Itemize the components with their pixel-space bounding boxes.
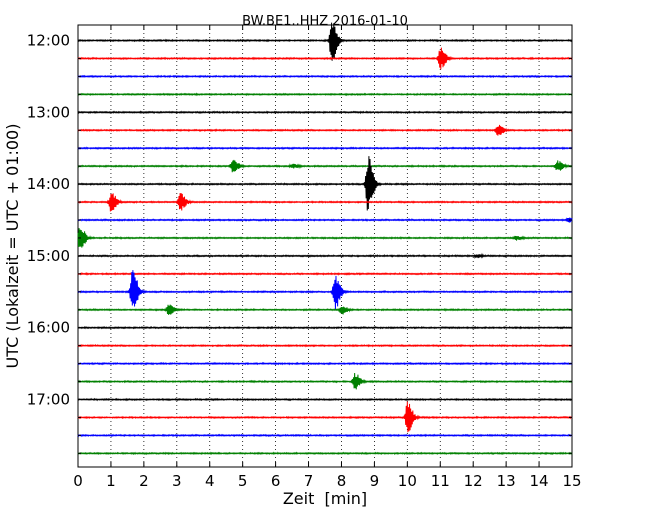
x-tick-label: 0	[73, 472, 83, 490]
trace-line	[77, 156, 573, 211]
trace-lines	[77, 22, 573, 456]
y-tick-label: 14:00	[27, 175, 70, 193]
trace-line	[77, 74, 573, 79]
x-tick-label: 10	[398, 472, 417, 490]
y-tick-label: 17:00	[27, 391, 70, 409]
trace-line	[77, 401, 573, 433]
trace-line	[77, 433, 573, 438]
x-axis-label: Zeit [min]	[283, 489, 367, 508]
trace-line	[77, 124, 573, 136]
trace-line	[77, 373, 573, 390]
x-tick-label: 7	[304, 472, 314, 490]
x-tick-label: 3	[172, 472, 182, 490]
grid-lines	[110, 25, 540, 467]
x-tick-label: 14	[530, 472, 549, 490]
y-axis-ticks: 12:00 13:00 14:00 15:00 16:00 17:00	[27, 32, 572, 454]
x-tick-label: 12	[464, 472, 483, 490]
y-tick-label: 13:00	[27, 103, 70, 121]
x-tick-label: 1	[106, 472, 116, 490]
y-tick-label: 16:00	[27, 319, 70, 337]
trace-line	[77, 252, 573, 260]
trace-line	[77, 343, 573, 348]
trace-line	[77, 159, 573, 173]
x-tick-label: 13	[497, 472, 516, 490]
trace-line	[77, 217, 573, 223]
trace-line	[77, 397, 573, 402]
trace-line	[77, 47, 573, 70]
x-axis-ticks: 0 1 2 3 4 5 6 7 8 9 10 11 12 13 14 15	[73, 25, 582, 490]
x-tick-label: 6	[271, 472, 281, 490]
trace-line	[77, 270, 573, 310]
y-tick-label: 15:00	[27, 247, 70, 265]
trace-line	[77, 110, 573, 115]
trace-line	[77, 451, 573, 456]
x-tick-label: 5	[238, 472, 248, 490]
x-tick-label: 15	[562, 472, 581, 490]
x-tick-label: 9	[370, 472, 380, 490]
trace-line	[77, 22, 573, 61]
trace-line	[77, 228, 573, 248]
trace-line	[77, 193, 573, 212]
trace-line	[77, 361, 573, 366]
chart-title: BW.BE1..HHZ 2016-01-10	[242, 14, 408, 29]
y-tick-label: 12:00	[27, 32, 70, 50]
trace-line	[77, 146, 573, 151]
x-tick-label: 11	[431, 472, 450, 490]
plot-frame	[77, 24, 573, 468]
x-tick-label: 8	[337, 472, 347, 490]
x-tick-label: 4	[205, 472, 215, 490]
y-axis-label: UTC (Lokalzeit = UTC + 01:00)	[3, 124, 22, 369]
trace-line	[77, 92, 573, 97]
trace-line	[77, 304, 573, 315]
trace-line	[77, 325, 573, 330]
x-tick-label: 2	[139, 472, 149, 490]
trace-line	[77, 271, 573, 276]
